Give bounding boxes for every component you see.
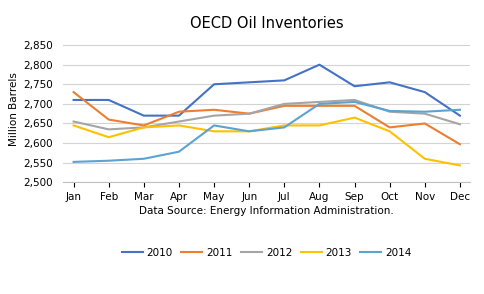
2010 (246, 81, 252, 84)
2014 (281, 126, 287, 129)
2010 (351, 84, 357, 88)
2011 (106, 118, 111, 121)
2011 (176, 110, 182, 113)
2010 (211, 83, 216, 86)
2011 (71, 90, 76, 94)
2013 (316, 124, 322, 127)
2011 (456, 143, 462, 146)
2013 (421, 157, 427, 161)
2014 (421, 110, 427, 113)
2014 (246, 130, 252, 133)
Line: 2014: 2014 (74, 102, 459, 162)
2013 (211, 130, 216, 133)
2011 (386, 126, 392, 129)
2012 (246, 112, 252, 116)
2010 (176, 114, 182, 117)
2013 (141, 126, 147, 129)
2014 (316, 102, 322, 106)
2012 (456, 123, 462, 126)
2010 (386, 81, 392, 84)
Line: 2012: 2012 (74, 100, 459, 129)
2014 (176, 150, 182, 153)
2014 (351, 100, 357, 104)
2010 (281, 78, 287, 82)
2011 (421, 122, 427, 125)
Line: 2013: 2013 (74, 118, 459, 166)
Legend: 2010, 2011, 2012, 2013, 2014: 2010, 2011, 2012, 2013, 2014 (117, 243, 415, 262)
2011 (211, 108, 216, 111)
Line: 2011: 2011 (74, 92, 459, 144)
2011 (351, 104, 357, 108)
2012 (71, 120, 76, 123)
2010 (71, 98, 76, 102)
2010 (316, 63, 322, 66)
2013 (281, 124, 287, 127)
Y-axis label: Million Barrels: Million Barrels (9, 72, 19, 146)
2012 (141, 126, 147, 129)
2013 (456, 164, 462, 167)
2012 (316, 100, 322, 104)
2012 (281, 102, 287, 106)
2012 (176, 120, 182, 123)
2010 (421, 90, 427, 94)
2012 (351, 98, 357, 102)
2011 (246, 112, 252, 116)
Title: OECD Oil Inventories: OECD Oil Inventories (190, 16, 343, 31)
2011 (141, 124, 147, 127)
2014 (106, 159, 111, 163)
2013 (386, 130, 392, 133)
2014 (71, 160, 76, 164)
2014 (386, 109, 392, 113)
2010 (106, 98, 111, 102)
2013 (106, 136, 111, 139)
2011 (316, 104, 322, 108)
2012 (386, 110, 392, 113)
2012 (106, 128, 111, 131)
2013 (351, 116, 357, 119)
2014 (456, 108, 462, 111)
2010 (141, 114, 147, 117)
2013 (71, 124, 76, 127)
2011 (281, 104, 287, 108)
Line: 2010: 2010 (74, 65, 459, 116)
2013 (176, 124, 182, 127)
2013 (246, 130, 252, 133)
2014 (141, 157, 147, 161)
X-axis label: Data Source: Energy Information Administration.: Data Source: Energy Information Administ… (139, 206, 393, 216)
2012 (211, 114, 216, 117)
2012 (421, 112, 427, 116)
2014 (211, 124, 216, 127)
2010 (456, 114, 462, 117)
